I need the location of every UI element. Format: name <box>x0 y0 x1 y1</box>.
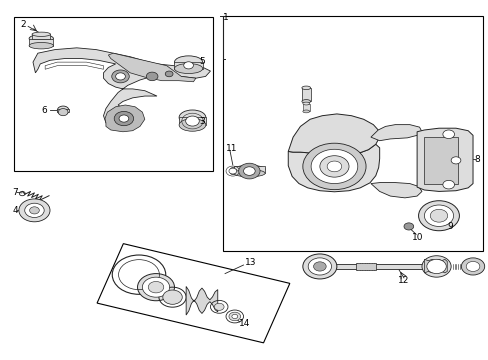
Circle shape <box>460 258 484 275</box>
Polygon shape <box>416 128 472 192</box>
Polygon shape <box>287 114 379 156</box>
Ellipse shape <box>233 170 264 177</box>
Ellipse shape <box>301 86 310 90</box>
Circle shape <box>426 259 446 274</box>
Polygon shape <box>105 105 144 132</box>
Polygon shape <box>108 53 196 82</box>
Ellipse shape <box>179 119 205 131</box>
Circle shape <box>310 149 357 184</box>
Bar <box>335 264 432 269</box>
Circle shape <box>19 199 50 222</box>
Circle shape <box>146 72 158 81</box>
Circle shape <box>214 303 224 310</box>
Circle shape <box>231 314 237 319</box>
Circle shape <box>119 115 128 122</box>
Circle shape <box>185 116 199 126</box>
Polygon shape <box>33 48 210 130</box>
Ellipse shape <box>179 110 205 125</box>
Circle shape <box>424 205 453 226</box>
Ellipse shape <box>229 167 235 175</box>
Ellipse shape <box>174 64 202 73</box>
Ellipse shape <box>233 165 264 173</box>
Text: 11: 11 <box>225 144 237 153</box>
Circle shape <box>238 163 260 179</box>
Circle shape <box>421 256 450 277</box>
Circle shape <box>25 203 44 217</box>
Circle shape <box>112 70 129 83</box>
Bar <box>229 169 235 173</box>
Circle shape <box>228 312 240 321</box>
Circle shape <box>403 223 413 230</box>
Text: 9: 9 <box>447 222 452 231</box>
Ellipse shape <box>32 32 50 36</box>
Polygon shape <box>287 144 379 192</box>
Text: 12: 12 <box>397 275 408 284</box>
Text: 14: 14 <box>238 319 249 328</box>
Circle shape <box>163 290 182 304</box>
Text: 1: 1 <box>223 13 228 22</box>
Text: 6: 6 <box>41 106 47 115</box>
Circle shape <box>148 282 163 293</box>
Circle shape <box>319 156 348 177</box>
Circle shape <box>442 180 454 189</box>
Circle shape <box>116 73 125 80</box>
Bar <box>29 39 53 46</box>
Circle shape <box>165 71 173 77</box>
Bar <box>302 104 309 111</box>
Polygon shape <box>186 287 217 315</box>
Circle shape <box>302 143 366 190</box>
Ellipse shape <box>302 110 309 113</box>
Text: 4: 4 <box>12 206 18 215</box>
Ellipse shape <box>29 35 53 42</box>
Circle shape <box>142 277 169 297</box>
Circle shape <box>429 209 447 222</box>
Circle shape <box>307 258 331 275</box>
Circle shape <box>30 207 39 214</box>
Ellipse shape <box>302 102 309 105</box>
Circle shape <box>137 274 174 301</box>
Bar <box>301 88 310 102</box>
Bar <box>179 117 205 125</box>
Circle shape <box>228 168 236 174</box>
Text: 5: 5 <box>199 57 204 66</box>
Bar <box>356 263 375 270</box>
Text: 10: 10 <box>411 233 423 242</box>
Ellipse shape <box>301 100 310 103</box>
Polygon shape <box>424 259 447 273</box>
Bar <box>233 166 265 173</box>
Polygon shape <box>370 125 421 141</box>
Circle shape <box>243 167 255 175</box>
Bar <box>424 137 458 184</box>
Text: 13: 13 <box>244 258 256 267</box>
Polygon shape <box>370 183 421 198</box>
Circle shape <box>57 106 69 114</box>
Circle shape <box>114 111 133 126</box>
Circle shape <box>465 261 479 271</box>
Circle shape <box>450 157 460 164</box>
Circle shape <box>58 109 68 116</box>
Bar <box>222 16 482 251</box>
Circle shape <box>442 130 454 139</box>
Text: 8: 8 <box>473 155 479 164</box>
Circle shape <box>313 262 325 271</box>
Circle shape <box>418 201 458 231</box>
Circle shape <box>183 62 193 69</box>
Bar <box>14 18 212 171</box>
Bar <box>32 34 50 39</box>
Bar <box>57 109 69 112</box>
Bar <box>174 62 202 68</box>
Ellipse shape <box>29 42 53 49</box>
Circle shape <box>326 161 341 172</box>
Circle shape <box>302 254 336 279</box>
Text: 7: 7 <box>12 188 18 197</box>
Text: 3: 3 <box>199 117 204 126</box>
Text: 2: 2 <box>20 20 25 29</box>
Ellipse shape <box>174 56 202 68</box>
